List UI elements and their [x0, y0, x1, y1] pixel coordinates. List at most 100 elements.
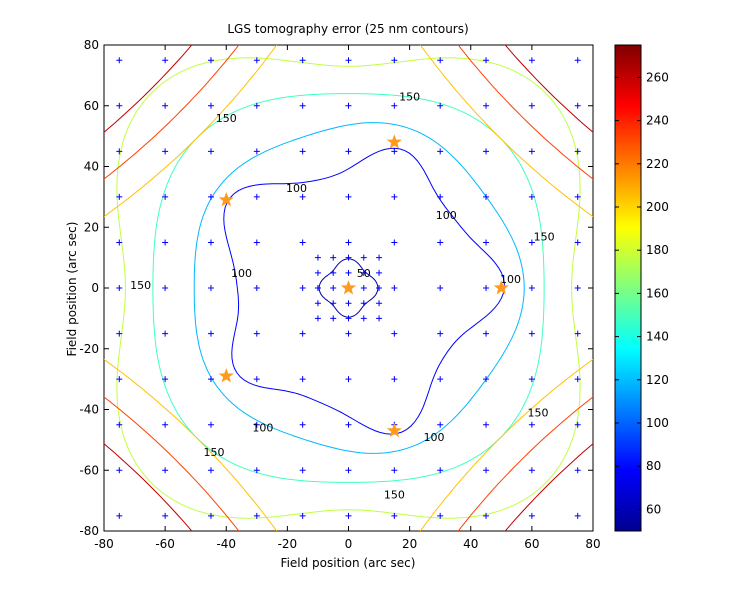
- grid-marker: [207, 512, 214, 519]
- grid-marker: [437, 330, 444, 337]
- grid-marker: [391, 376, 398, 383]
- x-tick-label: -80: [94, 537, 114, 551]
- plot-area: -80 -60 -40 -20 0 20 40 60 80 -80 -60 -40 -20 0 20 40 60…: [79, 38, 600, 551]
- grid-marker: [345, 254, 352, 261]
- contour-label: 100: [252, 422, 273, 435]
- grid-marker: [116, 421, 123, 428]
- guide-star: [386, 134, 402, 149]
- grid-marker: [253, 239, 260, 246]
- grid-marker: [116, 285, 123, 291]
- grid-marker: [528, 102, 535, 109]
- grid-marker: [483, 193, 490, 200]
- contour-175: [116, 57, 581, 519]
- grid-marker: [162, 193, 169, 200]
- grid-marker: [437, 148, 444, 155]
- contour-100: [223, 147, 505, 435]
- grid-marker: [162, 148, 169, 155]
- grid-marker: [299, 148, 306, 155]
- grid-marker: [207, 148, 214, 155]
- colorbar-tick-label: 200: [646, 200, 669, 214]
- grid-marker: [207, 330, 214, 337]
- grid-marker: [483, 467, 490, 474]
- grid-marker: [574, 421, 581, 428]
- grid-marker: [299, 57, 306, 64]
- grid-marker: [391, 102, 398, 109]
- grid-marker: [391, 285, 398, 291]
- grid-marker: [376, 285, 383, 291]
- grid-marker: [116, 193, 123, 200]
- grid-marker: [345, 330, 352, 337]
- contour-label: 100: [436, 209, 457, 222]
- grid-marker: [207, 57, 214, 64]
- grid-marker: [483, 376, 490, 383]
- colorbar-tick-label: 260: [646, 70, 669, 84]
- grid-marker: [314, 285, 321, 291]
- guide-star: [340, 280, 357, 295]
- grid-marker: [360, 254, 367, 261]
- grid-marker: [162, 239, 169, 246]
- grid-marker: [528, 421, 535, 428]
- contour-label: 100: [286, 182, 307, 195]
- y-axis-label: Field position (arc sec): [65, 222, 79, 357]
- grid-marker: [162, 376, 169, 383]
- grid-marker: [345, 315, 352, 322]
- grid-marker: [253, 330, 260, 337]
- grid-marker: [437, 421, 444, 428]
- grid-marker: [437, 239, 444, 246]
- y-tick-label: -60: [79, 463, 99, 477]
- contour-corner: [104, 45, 193, 133]
- contour-label: 150: [384, 489, 405, 502]
- guide-star: [218, 368, 234, 383]
- grid-marker: [299, 467, 306, 474]
- contour-label: 50: [357, 267, 371, 280]
- colorbar-tick-label: 100: [646, 416, 669, 430]
- grid-marker: [162, 421, 169, 428]
- grid-marker: [345, 57, 352, 64]
- contour-corner: [419, 358, 593, 531]
- grid-marker: [162, 57, 169, 64]
- contour-125: [193, 122, 525, 454]
- grid-marker: [528, 239, 535, 246]
- contour-corner: [419, 45, 593, 218]
- grid-marker: [253, 467, 260, 474]
- colorbar-tick-label: 60: [646, 502, 661, 516]
- grid-marker: [360, 315, 367, 322]
- colorbar-tick-label: 140: [646, 330, 669, 344]
- y-tick-label: -80: [79, 524, 99, 538]
- grid-marker: [391, 330, 398, 337]
- chart-title: LGS tomography error (25 nm contours): [227, 22, 468, 36]
- grid-marker: [116, 148, 123, 155]
- grid-marker: [574, 239, 581, 246]
- grid-marker: [330, 285, 337, 291]
- grid-marker: [574, 330, 581, 337]
- grid-marker: [299, 421, 306, 428]
- contour-150: [152, 93, 545, 483]
- grid-marker: [330, 300, 337, 307]
- colorbar-tick-label: 160: [646, 286, 669, 300]
- grid-marker: [345, 512, 352, 519]
- grid-marker: [574, 102, 581, 109]
- grid-marker: [116, 239, 123, 246]
- grid-marker: [207, 239, 214, 246]
- grid-marker: [299, 376, 306, 383]
- contour-corner: [504, 443, 593, 531]
- grid-marker: [483, 512, 490, 519]
- x-tick-label: 60: [524, 537, 539, 551]
- grid-marker: [528, 148, 535, 155]
- grid-marker: [116, 102, 123, 109]
- grid-marker: [360, 269, 367, 276]
- grid-marker: [253, 102, 260, 109]
- colorbar-tick-label: 240: [646, 114, 669, 128]
- contour-label: 150: [204, 446, 225, 459]
- grid-marker: [330, 254, 337, 261]
- grid-marker: [253, 193, 260, 200]
- grid-marker: [345, 467, 352, 474]
- guide-star: [386, 422, 402, 438]
- guide-star: [493, 280, 509, 295]
- grid-marker: [207, 467, 214, 474]
- grid-marker: [437, 57, 444, 64]
- grid-marker: [574, 512, 581, 519]
- grid-marker: [574, 285, 581, 291]
- grid-marker: [376, 269, 383, 276]
- grid-marker: [376, 254, 383, 261]
